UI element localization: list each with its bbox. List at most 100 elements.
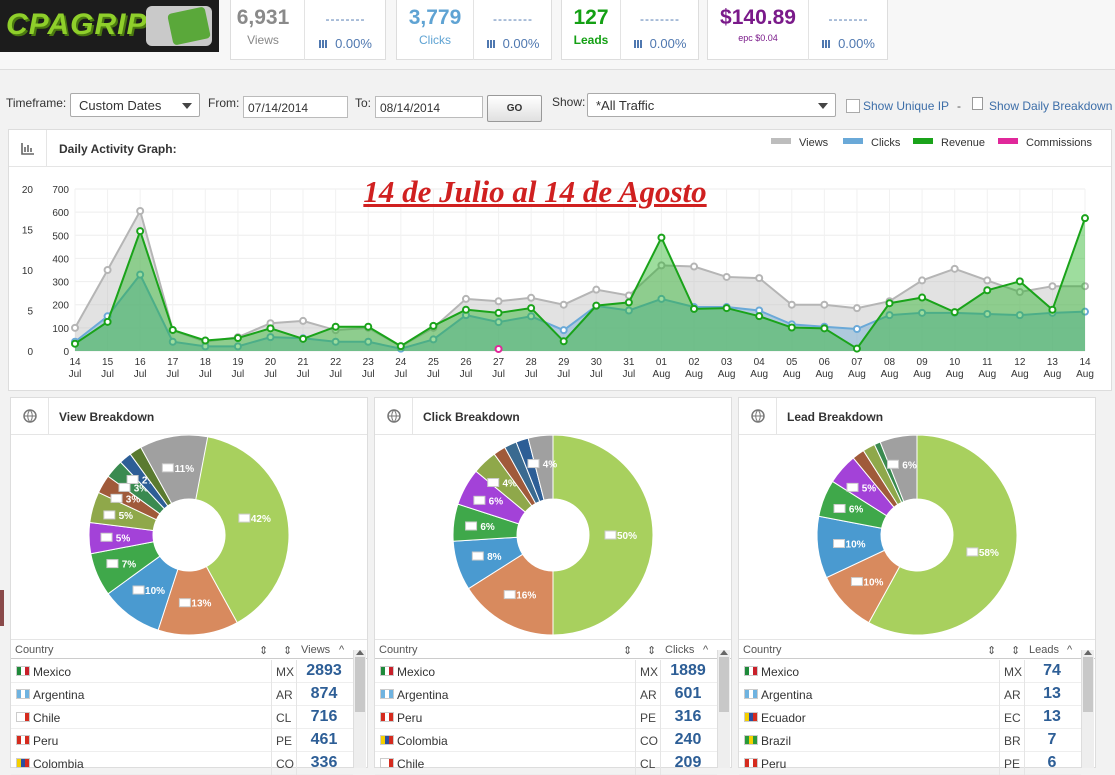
slice-label: 3%: [134, 483, 149, 494]
table-row[interactable]: Mexico MX 2893: [11, 660, 353, 683]
table-row[interactable]: Peru PE 461: [11, 729, 353, 752]
table-row[interactable]: Peru PE 316: [375, 706, 717, 729]
x-tick-month: Jul: [394, 369, 407, 380]
x-tick-month: Jul: [232, 369, 245, 380]
country-name: Peru: [761, 757, 787, 771]
globe-icon: [375, 398, 413, 435]
date-range-annotation: 14 de Julio al 14 de Agosto: [363, 174, 707, 209]
slice-label: 5%: [862, 483, 877, 494]
x-tick-month: Aug: [913, 369, 931, 380]
point-revenue: [787, 323, 796, 332]
table-scrollbar[interactable]: [1081, 650, 1094, 768]
separator: -: [957, 99, 961, 113]
legend-commissions[interactable]: Commissions: [998, 137, 1092, 149]
table-header[interactable]: Country ⇕ ⇕ Leads ^: [739, 639, 1095, 659]
country-code: CL: [640, 757, 656, 771]
table-header[interactable]: Country ⇕ ⇕ Clicks ^: [375, 639, 731, 659]
cpagrip-logo[interactable]: CPAGRIP: [0, 0, 219, 52]
table-row[interactable]: Ecuador EC 13: [739, 706, 1081, 729]
point-views: [950, 264, 959, 273]
table-header[interactable]: Country ⇕ ⇕ Views ^: [11, 639, 367, 659]
y-left-tick: 200: [52, 301, 69, 312]
legend-views[interactable]: Views: [771, 137, 828, 149]
point-revenue: [168, 325, 177, 334]
metric-value: 336: [310, 754, 338, 771]
donut-chart: 58% 10% 10% 6% 5% 6%: [816, 435, 1018, 636]
x-tick-month: Jul: [69, 369, 82, 380]
revenue-amount: $140.89: [720, 6, 796, 29]
point-revenue: [722, 304, 731, 313]
table-row[interactable]: Mexico MX 1889: [375, 660, 717, 683]
breakdown-title: Click Breakdown: [423, 410, 520, 424]
x-tick-month: Jul: [199, 369, 212, 380]
point-clicks: [494, 318, 503, 327]
table-scrollbar[interactable]: [717, 650, 730, 768]
table-row[interactable]: Chile CL 209: [375, 752, 717, 775]
flag-icon: [966, 547, 979, 557]
point-revenue: [494, 308, 503, 317]
go-button[interactable]: GO: [487, 95, 542, 122]
point-views: [592, 285, 601, 294]
table-row[interactable]: Argentina AR 874: [11, 683, 353, 706]
table-row[interactable]: Argentina AR 601: [375, 683, 717, 706]
slice-label: 42%: [251, 514, 271, 525]
country-code: PE: [276, 734, 293, 748]
legend-clicks[interactable]: Clicks: [843, 137, 900, 149]
donut-slice: [527, 435, 554, 501]
x-tick-day: 05: [786, 357, 798, 368]
slice-label: 2%: [142, 476, 157, 487]
daily-activity-panel: Daily Activity Graph: Views Clicks Reven…: [8, 129, 1112, 391]
table-row[interactable]: Mexico MX 74: [739, 660, 1081, 683]
x-tick-day: 09: [917, 357, 929, 368]
flag-br-icon: [744, 735, 758, 745]
slice-label: 13%: [191, 599, 211, 610]
x-tick-day: 30: [591, 357, 603, 368]
table-row[interactable]: Peru PE 6: [739, 752, 1081, 775]
bars-icon: [633, 40, 643, 48]
x-tick-day: 19: [232, 357, 244, 368]
col-country: Country: [379, 644, 418, 656]
x-tick-day: 23: [363, 357, 375, 368]
x-tick-month: Jul: [590, 369, 603, 380]
flag-icon: [110, 493, 123, 503]
y-left-tick: 700: [52, 185, 69, 196]
flag-icon: [487, 478, 500, 488]
bars-icon: [319, 40, 329, 48]
table-scrollbar[interactable]: [353, 650, 366, 768]
flag-icon: [473, 495, 486, 505]
table-row[interactable]: Brazil BR 7: [739, 729, 1081, 752]
epc-label: epc $0.04: [738, 33, 778, 43]
unique-ip-checkbox[interactable]: [846, 99, 860, 113]
y-right-tick: 20: [22, 185, 34, 196]
x-tick-month: Jul: [297, 369, 310, 380]
point-revenue: [71, 339, 79, 348]
flag-mx-icon: [744, 666, 758, 676]
scroll-thumb: [719, 657, 729, 712]
point-views: [787, 300, 796, 309]
table-row[interactable]: Argentina AR 13: [739, 683, 1081, 706]
chevron-down-icon: [818, 103, 828, 109]
to-date-input[interactable]: 08/14/2014: [375, 96, 483, 118]
table-row[interactable]: Colombia CO 336: [11, 752, 353, 775]
legend-revenue[interactable]: Revenue: [913, 137, 985, 149]
point-views: [755, 274, 764, 283]
show-daily-breakdown-link[interactable]: Show Daily Breakdown: [989, 99, 1113, 113]
traffic-select[interactable]: *All Traffic: [587, 93, 836, 117]
point-views: [103, 266, 112, 274]
slice-label: 8%: [487, 552, 502, 563]
y-left-tick: 300: [52, 278, 69, 289]
show-unique-ip-link[interactable]: Show Unique IP: [863, 99, 950, 113]
table-row[interactable]: Colombia CO 240: [375, 729, 717, 752]
point-revenue: [950, 308, 959, 317]
stat-revenue: $140.89 epc $0.04 -------- 0.00%: [707, 0, 888, 60]
y-left-tick: 400: [52, 254, 69, 265]
table-row[interactable]: Chile CL 716: [11, 706, 353, 729]
country-name: Mexico: [761, 665, 800, 679]
scroll-thumb: [1083, 657, 1093, 712]
from-date-input[interactable]: 07/14/2014: [243, 96, 348, 118]
country-code: EC: [1004, 711, 1021, 725]
timeframe-select[interactable]: Custom Dates: [70, 93, 200, 117]
country-name: Chile: [33, 711, 61, 725]
point-clicks: [266, 333, 275, 342]
x-tick-month: Jul: [427, 369, 440, 380]
